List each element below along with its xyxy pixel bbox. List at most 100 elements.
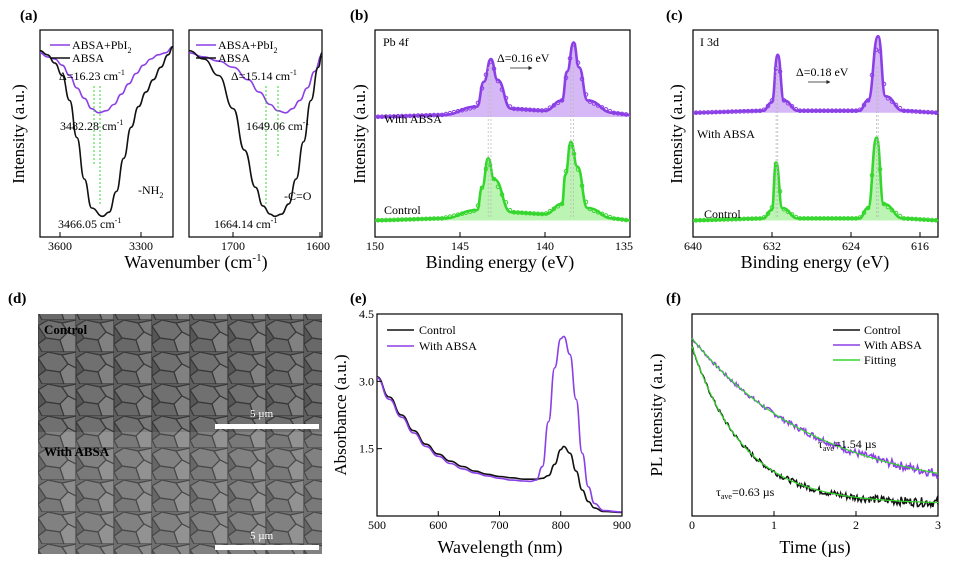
xps-data-marker: [853, 108, 859, 113]
xps-data-marker: [885, 96, 891, 101]
xps-data-marker: [781, 206, 787, 212]
xps-data-marker: [765, 103, 771, 109]
b-ylabel: Intensity (a.u.): [350, 84, 369, 184]
xps-data-marker: [789, 212, 795, 217]
a-left-tick-label: 3300: [129, 239, 153, 253]
xps-data-marker: [559, 98, 565, 103]
xps-data-marker: [599, 105, 605, 110]
panel-f-frame: [691, 313, 939, 517]
e-xlabel: Wavelength (nm): [437, 537, 562, 558]
xps-data-marker: [777, 189, 783, 194]
panel-c-plot: 640 632 624 616 I 3d Δ=0.18 eV With ABSA…: [684, 29, 939, 253]
e-series-with-absa: [376, 335, 623, 513]
xps-data-marker: [459, 107, 465, 113]
xps-data-marker: [853, 216, 859, 221]
f-xlabel: Time (µs): [779, 537, 850, 558]
c-tick-label: 624: [842, 239, 860, 253]
xps-fill-area: [375, 141, 630, 221]
xps-data-marker: [857, 215, 863, 220]
xps-fill-area: [375, 42, 630, 117]
xps-data-marker: [483, 166, 489, 172]
xps-data-marker: [869, 172, 875, 178]
a-right-peak-bottom: 1664.14 cm-1: [214, 216, 277, 231]
b-label-with-absa: With ABSA: [384, 112, 442, 126]
xps-data-marker: [777, 69, 783, 74]
xps-data-marker: [471, 105, 477, 110]
xps-data-marker: [933, 218, 939, 223]
xps-data-marker: [865, 205, 871, 211]
xps-data-marker: [491, 176, 497, 182]
e-xtick-label: 700: [491, 518, 509, 532]
xps-data-marker: [483, 72, 489, 77]
a-right-group-label: -C=O: [284, 189, 312, 203]
xps-data-marker: [499, 192, 505, 197]
xps-data-marker: [881, 201, 887, 207]
a-left-series-absa: [39, 45, 174, 218]
xps-data-marker: [507, 207, 513, 213]
c-label-with-absa: With ABSA: [697, 127, 755, 141]
xps-data-marker: [623, 112, 629, 117]
xps-data-marker: [603, 107, 609, 112]
xps-data-marker: [563, 168, 569, 174]
xps-data-marker: [761, 215, 767, 220]
panel-a-right-frame: [188, 29, 323, 238]
xps-data-marker: [873, 140, 879, 145]
b-delta: Δ=0.16 eV: [497, 51, 550, 65]
c-xlabel: Binding energy (eV): [741, 252, 890, 273]
f-xtick-label: 2: [853, 518, 859, 532]
xps-data-marker: [885, 204, 891, 210]
xps-data-marker: [571, 151, 577, 157]
a-left-peak-bottom: 3466.05 cm-1: [58, 216, 121, 231]
xps-data-marker: [503, 200, 509, 205]
xps-data-marker: [893, 102, 899, 108]
xps-data-marker: [479, 185, 485, 191]
c-tick-label: 616: [911, 239, 929, 253]
xps-data-marker: [889, 207, 895, 213]
panel-e-label: (e): [350, 291, 367, 307]
sem-image-control: Control 5 µm: [38, 314, 322, 432]
xps-data-marker: [571, 42, 577, 47]
xps-data-marker: [547, 208, 553, 214]
sem-absa-shade: [38, 432, 322, 554]
xps-data-marker: [579, 76, 585, 82]
f-legend-fitting: Fitting: [864, 353, 896, 367]
sem-control-label: Control: [44, 322, 87, 337]
xps-data-marker: [443, 215, 449, 220]
xps-data-marker: [785, 101, 791, 106]
f-xtick-label: 0: [689, 518, 695, 532]
a-right-tick-label: 1700: [221, 239, 245, 253]
xps-data-marker: [451, 213, 457, 218]
xps-data-marker: [933, 110, 939, 115]
e-legend-control: Control: [419, 323, 456, 337]
xps-data-marker: [563, 75, 569, 80]
xps-data-marker: [551, 103, 557, 108]
sem-absa-scale-text: 5 µm: [250, 530, 274, 542]
xps-data-marker: [495, 78, 501, 84]
xps-data-marker: [575, 60, 581, 66]
xps-data-marker: [439, 112, 445, 118]
xps-data-marker: [591, 208, 597, 213]
xps-data-marker: [599, 211, 605, 217]
xps-data-marker: [595, 210, 601, 215]
xps-data-marker: [623, 217, 629, 223]
panel-a-left-plot: 3600 3300 Δ=16.23 cm-1 3482.28 cm-1 3466…: [39, 29, 174, 253]
sem-control-scalebar: [215, 424, 319, 429]
c-ylabel: Intensity (a.u.): [667, 84, 686, 184]
sem-absa-scalebar: [215, 545, 319, 550]
f-ylabel: PL Intensity (a.u.): [647, 353, 666, 476]
xps-data-marker: [765, 211, 771, 216]
a-left-tick-label: 3600: [48, 239, 72, 253]
xps-data-marker: [507, 104, 513, 109]
panel-f-plot: 0 1 2 3 Control With ABSA Fitting τave=1.54…: [689, 313, 941, 532]
xps-data-marker: [567, 144, 573, 150]
a-left-peak-top: 3482.28 cm-1: [60, 118, 123, 133]
e-ytick-label: 1.5: [359, 442, 374, 456]
xps-data-marker: [781, 98, 787, 103]
xps-data-marker: [475, 100, 481, 106]
panel-a-left-frame: [39, 29, 174, 238]
xps-data-marker: [559, 201, 565, 207]
xps-data-marker: [869, 72, 875, 78]
c-label-control: Control: [704, 207, 741, 221]
xps-data-marker: [475, 203, 481, 208]
